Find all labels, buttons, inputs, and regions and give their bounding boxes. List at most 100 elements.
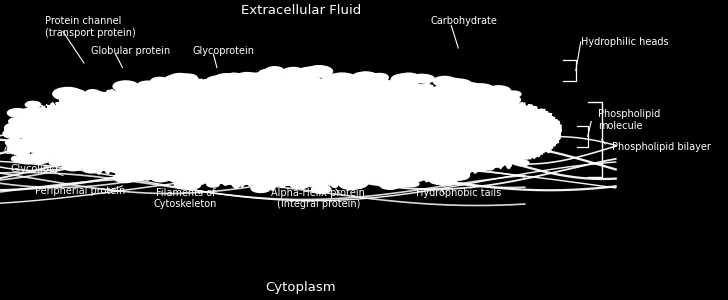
Circle shape xyxy=(298,67,323,78)
Circle shape xyxy=(17,109,42,120)
Circle shape xyxy=(407,181,419,187)
Circle shape xyxy=(86,90,100,96)
Circle shape xyxy=(380,180,400,189)
Circle shape xyxy=(69,90,85,97)
Circle shape xyxy=(268,71,280,76)
Circle shape xyxy=(140,172,157,179)
Circle shape xyxy=(20,108,44,119)
Text: Glycoprotein: Glycoprotein xyxy=(192,46,254,56)
Circle shape xyxy=(164,75,190,86)
Circle shape xyxy=(354,72,378,83)
Circle shape xyxy=(276,75,298,85)
Circle shape xyxy=(25,101,41,108)
Circle shape xyxy=(26,114,50,124)
Circle shape xyxy=(9,118,25,125)
Circle shape xyxy=(4,122,32,134)
Circle shape xyxy=(16,154,38,164)
Circle shape xyxy=(343,178,368,189)
Circle shape xyxy=(387,176,411,187)
Polygon shape xyxy=(21,80,560,184)
Circle shape xyxy=(62,161,84,171)
Circle shape xyxy=(371,74,388,81)
Circle shape xyxy=(430,171,448,178)
Circle shape xyxy=(66,93,87,102)
Circle shape xyxy=(333,76,347,81)
Circle shape xyxy=(456,85,476,94)
Circle shape xyxy=(272,75,298,86)
Circle shape xyxy=(487,86,510,96)
Circle shape xyxy=(307,181,319,186)
Circle shape xyxy=(467,84,494,95)
Circle shape xyxy=(3,129,25,139)
Circle shape xyxy=(175,76,192,83)
Polygon shape xyxy=(18,75,561,132)
Circle shape xyxy=(174,181,193,189)
Circle shape xyxy=(430,176,450,184)
Circle shape xyxy=(113,81,138,92)
Text: Peripherial protein: Peripherial protein xyxy=(35,185,125,196)
Circle shape xyxy=(190,178,203,183)
Circle shape xyxy=(29,137,42,142)
Circle shape xyxy=(121,85,136,91)
Circle shape xyxy=(454,82,483,95)
Circle shape xyxy=(205,76,233,88)
Circle shape xyxy=(253,73,266,79)
Text: Globular protein: Globular protein xyxy=(91,46,170,56)
Circle shape xyxy=(67,159,79,164)
Circle shape xyxy=(256,183,270,189)
Circle shape xyxy=(453,83,469,90)
Text: Filaments of
Cytoskeleton: Filaments of Cytoskeleton xyxy=(154,188,217,209)
Circle shape xyxy=(73,161,88,167)
Text: Extracellular Fluid: Extracellular Fluid xyxy=(241,4,361,17)
Circle shape xyxy=(117,170,133,178)
Circle shape xyxy=(28,153,51,164)
Text: Protein channel
(transport protein): Protein channel (transport protein) xyxy=(45,16,136,38)
Circle shape xyxy=(353,73,369,80)
Circle shape xyxy=(53,88,83,100)
Circle shape xyxy=(443,78,462,87)
Circle shape xyxy=(248,75,271,85)
Circle shape xyxy=(390,178,412,187)
Circle shape xyxy=(392,178,411,186)
Circle shape xyxy=(178,74,197,82)
Circle shape xyxy=(290,180,309,189)
Circle shape xyxy=(397,73,419,83)
Circle shape xyxy=(27,144,48,153)
Circle shape xyxy=(60,98,82,107)
Circle shape xyxy=(7,109,28,117)
Circle shape xyxy=(483,164,495,170)
Circle shape xyxy=(151,174,170,182)
Text: Cholesterol: Cholesterol xyxy=(4,146,58,157)
Circle shape xyxy=(306,67,327,76)
Circle shape xyxy=(50,159,64,166)
Circle shape xyxy=(242,73,267,84)
Circle shape xyxy=(459,85,487,97)
Circle shape xyxy=(412,74,432,83)
Circle shape xyxy=(169,74,191,83)
Circle shape xyxy=(497,95,521,105)
Circle shape xyxy=(126,171,143,179)
Circle shape xyxy=(412,176,424,181)
Circle shape xyxy=(515,160,529,166)
Circle shape xyxy=(399,179,416,187)
Text: Phospholipid bilayer: Phospholipid bilayer xyxy=(612,142,711,152)
Text: Integral protein
(globular protein): Integral protein (globular protein) xyxy=(136,153,222,175)
Circle shape xyxy=(32,108,47,114)
Circle shape xyxy=(137,81,159,90)
Circle shape xyxy=(6,139,25,147)
Circle shape xyxy=(467,86,495,98)
Circle shape xyxy=(7,144,31,154)
Circle shape xyxy=(22,119,38,126)
Circle shape xyxy=(83,166,99,173)
Circle shape xyxy=(251,184,270,193)
Circle shape xyxy=(79,162,94,169)
Circle shape xyxy=(17,111,29,116)
Circle shape xyxy=(391,74,418,85)
Circle shape xyxy=(448,171,470,180)
Circle shape xyxy=(236,73,258,82)
Circle shape xyxy=(312,185,331,194)
Circle shape xyxy=(314,185,330,191)
Circle shape xyxy=(4,125,24,134)
Circle shape xyxy=(265,67,284,75)
Circle shape xyxy=(226,76,247,85)
